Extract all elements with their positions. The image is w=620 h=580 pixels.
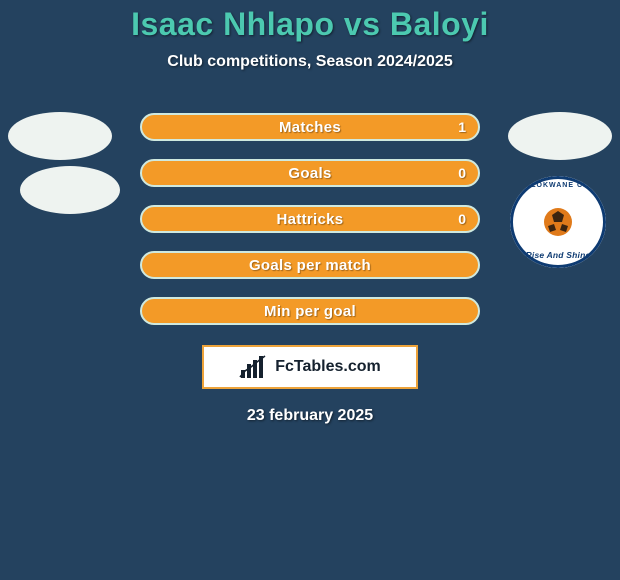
stat-bar: Min per goal	[140, 297, 480, 325]
footer-date: 23 february 2025	[0, 407, 620, 425]
stat-bar-value-right: 0	[458, 211, 466, 227]
stat-bar-label: Matches	[279, 119, 341, 136]
stat-bars: Matches 1 Goals 0 Hattricks 0 Goals per match M…	[0, 113, 620, 325]
page-title: Isaac Nhlapo vs Baloyi	[0, 6, 620, 43]
stat-bar-value-right: 1	[458, 119, 466, 135]
stat-bar: Goals per match	[140, 251, 480, 279]
stat-bar: Hattricks 0	[140, 205, 480, 233]
stat-bar-label: Hattricks	[277, 211, 344, 228]
stat-bar-label: Goals per match	[249, 257, 371, 274]
stat-bar-value-right: 0	[458, 165, 466, 181]
stat-bar-label: Min per goal	[264, 303, 356, 320]
bar-chart-icon	[239, 354, 267, 380]
comparison-infographic: Isaac Nhlapo vs Baloyi Club competitions…	[0, 0, 620, 580]
stat-bar: Goals 0	[140, 159, 480, 187]
page-subtitle: Club competitions, Season 2024/2025	[0, 53, 620, 71]
stat-bar-label: Goals	[288, 165, 331, 182]
stat-bar: Matches 1	[140, 113, 480, 141]
brand-text: FcTables.com	[275, 358, 381, 376]
content-wrap: Isaac Nhlapo vs Baloyi Club competitions…	[0, 0, 620, 425]
brand-box: FcTables.com	[202, 345, 418, 389]
